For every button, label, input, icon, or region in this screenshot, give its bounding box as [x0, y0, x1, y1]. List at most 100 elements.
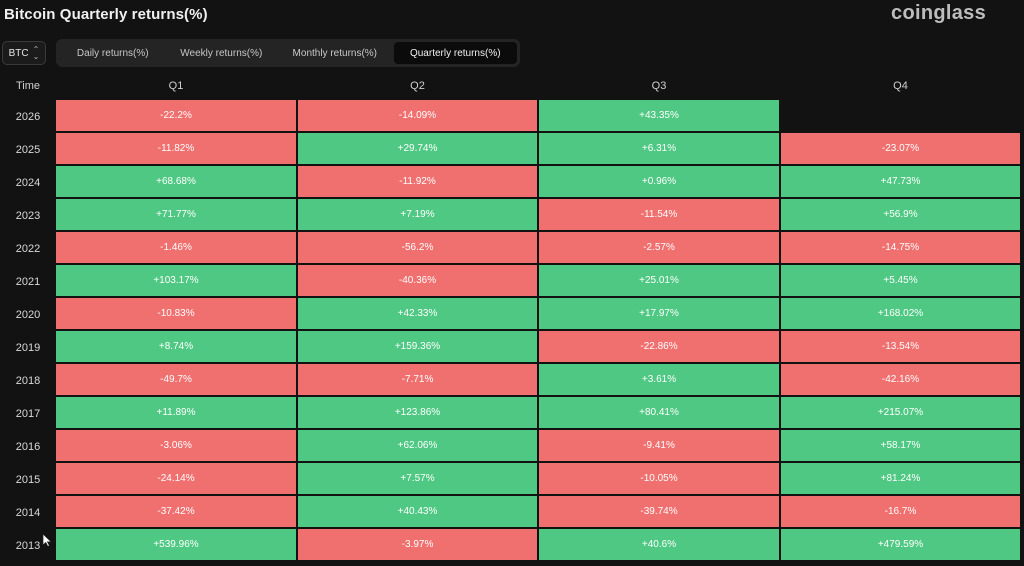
row-year: 2019: [15, 341, 41, 354]
asset-select-value: BTC: [8, 47, 29, 59]
table-row: 2021 +103.17% -40.36% +25.01% +5.45%: [0, 265, 1022, 298]
table-row: 2025 -11.82% +29.74% +6.31% -23.07%: [0, 133, 1022, 166]
table-row: 2024 +68.68% -11.92% +0.96% +47.73%: [0, 166, 1022, 199]
row-year: 2018: [15, 374, 41, 387]
return-cell-q2[interactable]: -3.97%: [298, 529, 537, 560]
return-cell-q1[interactable]: +539.96%: [56, 529, 296, 560]
return-cell-q2[interactable]: -7.71%: [298, 364, 537, 395]
return-cell-q3[interactable]: -2.57%: [539, 232, 779, 263]
return-cell-q2[interactable]: +123.86%: [298, 397, 537, 428]
column-header-q3: Q3: [651, 80, 667, 92]
chevron-updown-icon: ⌃ ⌄: [32, 45, 40, 61]
return-cell-q4[interactable]: +168.02%: [781, 298, 1020, 329]
table-row: 2022 -1.46% -56.2% -2.57% -14.75%: [0, 232, 1022, 265]
brand-logo[interactable]: coinglass: [891, 2, 986, 24]
table-body: 2026 -22.2% -14.09% +43.35% 2025 -11.82% +29.7…: [0, 100, 1022, 562]
table-row: 2017 +11.89% +123.86% +80.41% +215.07%: [0, 397, 1022, 430]
return-cell-q3[interactable]: +43.35%: [539, 100, 779, 131]
return-cell-q3[interactable]: -11.54%: [539, 199, 779, 230]
row-year: 2024: [15, 176, 41, 189]
return-cell-q2[interactable]: +29.74%: [298, 133, 537, 164]
return-cell-q4[interactable]: +81.24%: [781, 463, 1020, 494]
returns-period-tabs: Daily returns(%) Weekly returns(%) Month…: [56, 39, 520, 67]
return-cell-q2[interactable]: +62.06%: [298, 430, 537, 461]
return-cell-q1[interactable]: -24.14%: [56, 463, 296, 494]
table-row: 2015 -24.14% +7.57% -10.05% +81.24%: [0, 463, 1022, 496]
return-cell-q4[interactable]: +47.73%: [781, 166, 1020, 197]
return-cell-q2[interactable]: -56.2%: [298, 232, 537, 263]
return-cell-q4[interactable]: -42.16%: [781, 364, 1020, 395]
return-cell-q4[interactable]: -13.54%: [781, 331, 1020, 362]
return-cell-q1[interactable]: +68.68%: [56, 166, 296, 197]
return-cell-q1[interactable]: +103.17%: [56, 265, 296, 296]
column-header-q4: Q4: [893, 80, 908, 92]
return-cell-q3[interactable]: +17.97%: [539, 298, 779, 329]
row-year: 2026: [15, 110, 41, 123]
return-cell-q4[interactable]: +215.07%: [781, 397, 1020, 428]
tab-quarterly-returns[interactable]: Quarterly returns(%): [393, 42, 517, 64]
return-cell-q3[interactable]: -22.86%: [539, 331, 779, 362]
return-cell-q4[interactable]: -14.75%: [781, 232, 1020, 263]
table-row: 2023 +71.77% +7.19% -11.54% +56.9%: [0, 199, 1022, 232]
row-year: 2022: [15, 242, 41, 255]
table-header: Time Q1 Q2 Q3 Q4: [0, 72, 1022, 100]
asset-select[interactable]: BTC ⌃ ⌄: [2, 41, 46, 65]
return-cell-q1[interactable]: -11.82%: [56, 133, 296, 164]
return-cell-q2[interactable]: -40.36%: [298, 265, 537, 296]
return-cell-q4[interactable]: +479.59%: [781, 529, 1020, 560]
return-cell-q3[interactable]: -39.74%: [539, 496, 779, 527]
mouse-cursor-icon: [42, 533, 52, 547]
row-year: 2016: [15, 440, 41, 453]
return-cell-q3[interactable]: +25.01%: [539, 265, 779, 296]
return-cell-q4[interactable]: +56.9%: [781, 199, 1020, 230]
return-cell-q3[interactable]: +6.31%: [539, 133, 779, 164]
return-cell-q2[interactable]: +159.36%: [298, 331, 537, 362]
table-row: 2014 -37.42% +40.43% -39.74% -16.7%: [0, 496, 1022, 529]
return-cell-q4[interactable]: +58.17%: [781, 430, 1020, 461]
row-year: 2017: [15, 407, 41, 420]
return-cell-q4: [781, 100, 1020, 131]
table-row: 2020 -10.83% +42.33% +17.97% +168.02%: [0, 298, 1022, 331]
column-header-q1: Q1: [168, 80, 184, 92]
row-year: 2013: [15, 539, 41, 552]
row-year: 2021: [15, 275, 41, 288]
return-cell-q3[interactable]: -10.05%: [539, 463, 779, 494]
row-year: 2014: [15, 506, 41, 519]
table-row: 2026 -22.2% -14.09% +43.35%: [0, 100, 1022, 133]
return-cell-q1[interactable]: -49.7%: [56, 364, 296, 395]
return-cell-q3[interactable]: +3.61%: [539, 364, 779, 395]
return-cell-q1[interactable]: -37.42%: [56, 496, 296, 527]
return-cell-q3[interactable]: +80.41%: [539, 397, 779, 428]
return-cell-q4[interactable]: -23.07%: [781, 133, 1020, 164]
table-row: 2013 +539.96% -3.97% +40.6% +479.59%: [0, 529, 1022, 562]
return-cell-q2[interactable]: -11.92%: [298, 166, 537, 197]
return-cell-q2[interactable]: -14.09%: [298, 100, 537, 131]
row-year: 2023: [15, 209, 41, 222]
table-row: 2018 -49.7% -7.71% +3.61% -42.16%: [0, 364, 1022, 397]
return-cell-q3[interactable]: +0.96%: [539, 166, 779, 197]
return-cell-q1[interactable]: -10.83%: [56, 298, 296, 329]
returns-table: Time Q1 Q2 Q3 Q4 2026 -22.2% -14.09% +43.35…: [0, 72, 1022, 562]
return-cell-q2[interactable]: +42.33%: [298, 298, 537, 329]
return-cell-q4[interactable]: -16.7%: [781, 496, 1020, 527]
column-header-q2: Q2: [410, 80, 425, 92]
return-cell-q2[interactable]: +7.19%: [298, 199, 537, 230]
table-row: 2019 +8.74% +159.36% -22.86% -13.54%: [0, 331, 1022, 364]
return-cell-q1[interactable]: +11.89%: [56, 397, 296, 428]
return-cell-q2[interactable]: +7.57%: [298, 463, 537, 494]
return-cell-q3[interactable]: +40.6%: [539, 529, 779, 560]
tab-monthly-returns[interactable]: Monthly returns(%): [292, 47, 378, 59]
tab-weekly-returns[interactable]: Weekly returns(%): [180, 47, 263, 59]
tab-daily-returns[interactable]: Daily returns(%): [76, 47, 149, 59]
return-cell-q4[interactable]: +5.45%: [781, 265, 1020, 296]
return-cell-q1[interactable]: -22.2%: [56, 100, 296, 131]
return-cell-q1[interactable]: +8.74%: [56, 331, 296, 362]
return-cell-q1[interactable]: +71.77%: [56, 199, 296, 230]
row-year: 2025: [15, 143, 41, 156]
return-cell-q1[interactable]: -3.06%: [56, 430, 296, 461]
return-cell-q2[interactable]: +40.43%: [298, 496, 537, 527]
return-cell-q3[interactable]: -9.41%: [539, 430, 779, 461]
return-cell-q1[interactable]: -1.46%: [56, 232, 296, 263]
column-header-time: Time: [15, 80, 41, 92]
